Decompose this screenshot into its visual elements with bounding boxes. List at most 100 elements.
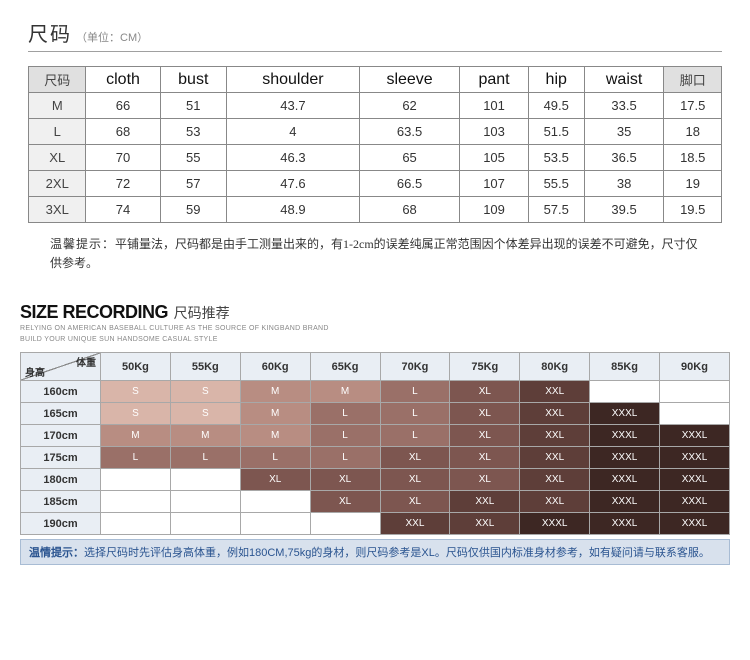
t1-cell: 105 — [460, 145, 528, 171]
t1-cell: 35 — [584, 119, 664, 145]
section2-heading: SIZE RECORDING 尺码推荐 — [20, 302, 730, 323]
t1-cell: 55 — [160, 145, 227, 171]
rec-cell: XXXL — [660, 447, 730, 469]
rec-cell: S — [170, 381, 240, 403]
t1-cell: 70 — [86, 145, 160, 171]
rec-cell: M — [240, 425, 310, 447]
rec-cell: XXXL — [590, 513, 660, 535]
corner-bot: 身高 — [25, 364, 45, 379]
t1-cell: 68 — [86, 119, 160, 145]
rec-cell: XL — [240, 469, 310, 491]
height-header: 160cm — [21, 381, 101, 403]
table-row: 160cmSSMMLXLXXL — [21, 381, 730, 403]
rec-cell: XXL — [520, 447, 590, 469]
t1-cell: 53.5 — [528, 145, 584, 171]
rec-cell: M — [101, 425, 171, 447]
t1-cell: 66 — [86, 93, 160, 119]
height-header: 180cm — [21, 469, 101, 491]
rec-cell: S — [101, 403, 171, 425]
rec-cell: L — [170, 447, 240, 469]
rec-cell: XL — [380, 491, 450, 513]
table-row: 185cmXLXLXXLXXLXXXLXXXL — [21, 491, 730, 513]
rec-cell: XXL — [520, 425, 590, 447]
weight-header: 85Kg — [590, 353, 660, 381]
rec-cell — [660, 381, 730, 403]
rec-cell: XL — [380, 469, 450, 491]
rec-cell — [660, 403, 730, 425]
t1-cell: 3XL — [29, 197, 86, 223]
rec-cell: S — [101, 381, 171, 403]
table-row: 3XL745948.96810957.539.519.5 — [29, 197, 722, 223]
t1-cell: 51.5 — [528, 119, 584, 145]
t1-col-header: 尺码 — [29, 67, 86, 93]
t1-cell: 39.5 — [584, 197, 664, 223]
rec-cell: XXL — [520, 381, 590, 403]
height-header: 185cm — [21, 491, 101, 513]
t1-cell: 18.5 — [664, 145, 722, 171]
table-row: 170cmMMMLLXLXXLXXXLXXXL — [21, 425, 730, 447]
rec-cell: M — [170, 425, 240, 447]
corner-cell: 体重身高 — [21, 353, 101, 381]
weight-header: 65Kg — [310, 353, 380, 381]
rec-cell: XL — [450, 425, 520, 447]
rec-cell: XL — [450, 469, 520, 491]
weight-header: 90Kg — [660, 353, 730, 381]
rec-cell: XL — [310, 469, 380, 491]
rec-cell: L — [380, 425, 450, 447]
rec-cell: XXXL — [660, 425, 730, 447]
rec-cell — [101, 513, 171, 535]
rec-cell: XXL — [520, 491, 590, 513]
t1-col-header: hip — [528, 67, 584, 93]
t1-cell: 72 — [86, 171, 160, 197]
rec-cell: XXL — [380, 513, 450, 535]
table-row: 175cmLLLLXLXLXXLXXXLXXXL — [21, 447, 730, 469]
t1-col-header: bust — [160, 67, 227, 93]
t1-cell: 74 — [86, 197, 160, 223]
rec-cell — [170, 491, 240, 513]
table-row: 165cmSSMLLXLXXLXXXL — [21, 403, 730, 425]
weight-header: 80Kg — [520, 353, 590, 381]
t1-col-header: 脚口 — [664, 67, 722, 93]
rec-cell: XXXL — [660, 469, 730, 491]
size-recommend-section: SIZE RECORDING 尺码推荐 RELYING ON AMERICAN … — [0, 288, 750, 573]
size-table: 尺码clothbustshouldersleevepanthipwaist脚口 … — [28, 66, 722, 223]
table-row: L6853463.510351.53518 — [29, 119, 722, 145]
weight-header: 75Kg — [450, 353, 520, 381]
rec-cell: XXXL — [590, 447, 660, 469]
rec-cell: M — [310, 381, 380, 403]
rec-cell — [101, 469, 171, 491]
t1-cell: M — [29, 93, 86, 119]
tip1-label: 温馨提示： — [50, 237, 115, 251]
t1-cell: 18 — [664, 119, 722, 145]
t1-cell: 65 — [359, 145, 460, 171]
rec-cell: XL — [450, 403, 520, 425]
rec-cell: XXL — [520, 403, 590, 425]
t1-cell: 103 — [460, 119, 528, 145]
rec-cell: XL — [450, 381, 520, 403]
table-row: 190cmXXLXXLXXXLXXXLXXXL — [21, 513, 730, 535]
height-header: 170cm — [21, 425, 101, 447]
t1-cell: 46.3 — [227, 145, 360, 171]
t1-cell: 43.7 — [227, 93, 360, 119]
rec-cell: XXL — [450, 513, 520, 535]
rec-cell: XXXL — [590, 403, 660, 425]
t1-cell: 48.9 — [227, 197, 360, 223]
t1-cell: 17.5 — [664, 93, 722, 119]
table-row: M665143.76210149.533.517.5 — [29, 93, 722, 119]
weight-header: 70Kg — [380, 353, 450, 381]
section1-subtitle: （单位：CM） — [76, 29, 148, 45]
t1-cell: XL — [29, 145, 86, 171]
rec-cell: M — [240, 381, 310, 403]
rec-cell: L — [310, 403, 380, 425]
t1-cell: 59 — [160, 197, 227, 223]
rec-cell: XXXL — [660, 513, 730, 535]
t1-cell: 55.5 — [528, 171, 584, 197]
t1-cell: 57 — [160, 171, 227, 197]
rec-cell: XXXL — [590, 425, 660, 447]
rec-cell: L — [380, 403, 450, 425]
sub1: RELYING ON AMERICAN BASEBALL CULTURE AS … — [20, 325, 730, 333]
t1-cell: 19 — [664, 171, 722, 197]
rec-cell: L — [240, 447, 310, 469]
height-header: 175cm — [21, 447, 101, 469]
t1-cell: 107 — [460, 171, 528, 197]
